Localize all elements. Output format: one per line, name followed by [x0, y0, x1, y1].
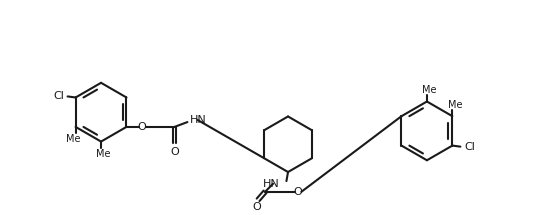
Text: Me: Me	[96, 149, 111, 158]
Text: HN: HN	[263, 179, 280, 189]
Text: Me: Me	[66, 134, 80, 144]
Text: Cl: Cl	[464, 142, 475, 152]
Text: O: O	[137, 122, 146, 132]
Text: O: O	[170, 147, 179, 157]
Text: O: O	[294, 187, 302, 197]
Text: O: O	[252, 203, 262, 212]
Text: Cl: Cl	[53, 91, 64, 101]
Text: Me: Me	[448, 100, 462, 110]
Text: Me: Me	[422, 85, 437, 95]
Text: HN: HN	[189, 115, 206, 125]
